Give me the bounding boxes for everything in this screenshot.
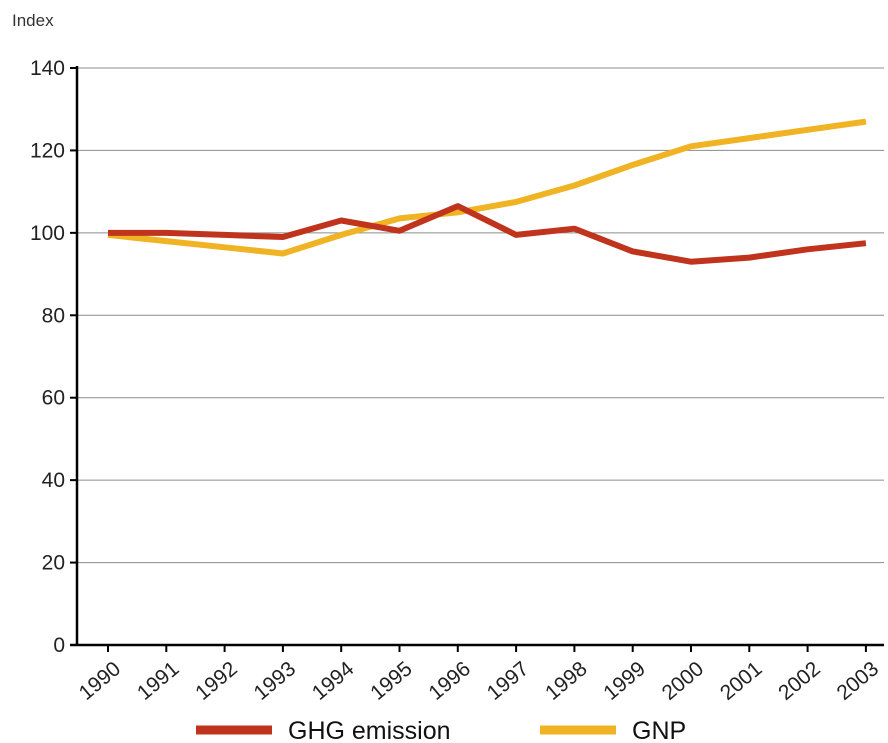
x-tick-label-1992: 1992 xyxy=(191,657,242,705)
x-tick-label-1996: 1996 xyxy=(424,657,475,705)
y-tick-label-40: 40 xyxy=(42,469,65,492)
y-tick-label-0: 0 xyxy=(53,634,65,657)
x-tick-label-1999: 1999 xyxy=(599,657,650,705)
y-tick-label-20: 20 xyxy=(42,552,65,575)
x-tick-label-2003: 2003 xyxy=(833,657,884,705)
legend: GHG emission GNP xyxy=(196,717,686,743)
x-tick-label-1990: 1990 xyxy=(75,657,126,705)
y-tick-label-120: 120 xyxy=(30,139,65,162)
x-tick-label-1997: 1997 xyxy=(483,657,534,705)
x-tick-label-1995: 1995 xyxy=(366,657,417,705)
y-tick-label-60: 60 xyxy=(42,387,65,410)
y-tick-label-80: 80 xyxy=(42,304,65,327)
x-tick-label-2000: 2000 xyxy=(658,657,709,705)
gridlines xyxy=(77,67,884,564)
x-tick-label-1994: 1994 xyxy=(308,657,359,705)
series-layer xyxy=(107,118,867,265)
x-tick-label-1993: 1993 xyxy=(250,657,301,705)
x-tick-label-1991: 1991 xyxy=(133,657,184,705)
x-tick-label-2002: 2002 xyxy=(774,657,825,705)
x-tick-label-1998: 1998 xyxy=(541,657,592,705)
y-tick-label-100: 100 xyxy=(30,222,65,245)
y-axis-ticks: 0 20 40 60 80 100 120 140 xyxy=(30,57,77,657)
y-axis-title: Index xyxy=(12,11,54,30)
y-tick-label-140: 140 xyxy=(30,57,65,80)
legend-label-gnp: GNP xyxy=(632,717,686,743)
x-axis-ticks: 1990 1991 1992 1993 1994 1995 1996 1997 1998 1999… xyxy=(75,645,883,705)
x-tick-label-2001: 2001 xyxy=(716,657,767,705)
series-line-gnp xyxy=(107,118,867,257)
legend-label-ghg-emission: GHG emission xyxy=(288,717,451,743)
series-line-ghg-emission xyxy=(108,203,867,265)
axes xyxy=(70,66,884,647)
